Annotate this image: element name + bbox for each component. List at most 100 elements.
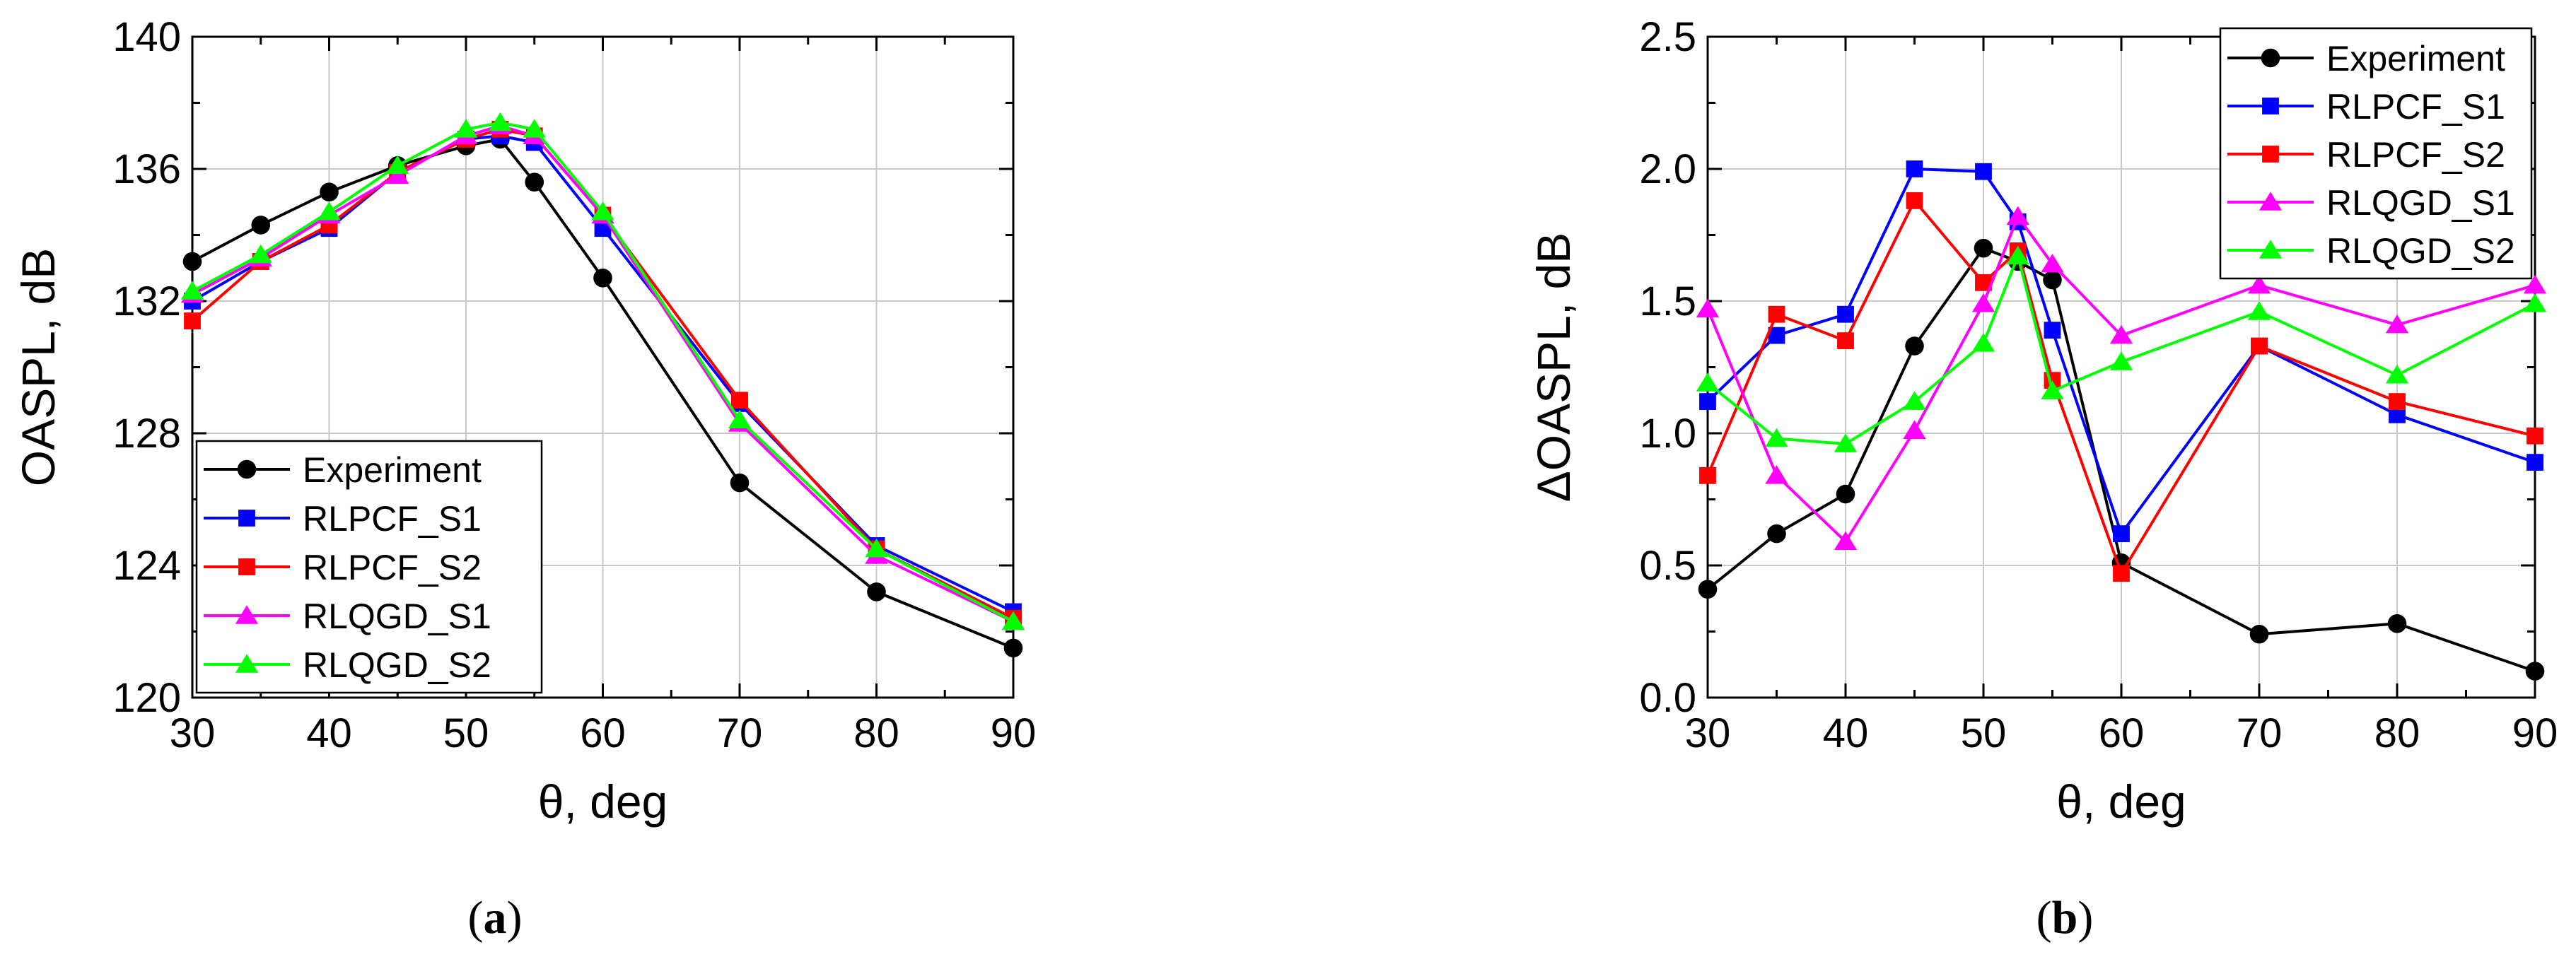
chart-a-legend-marker-experiment <box>237 459 257 479</box>
chart-b-y-tick-label: 2.5 <box>1639 14 1696 60</box>
chart-b-point-rlqgd-s1-5 <box>2006 206 2029 225</box>
chart-a-legend-marker-rlqgd-s2 <box>235 654 259 673</box>
chart-b-legend-marker-rlpcf-s2 <box>2262 146 2279 163</box>
chart-b-point-rlpcf-s2-7 <box>2113 565 2130 582</box>
chart-a-x-axis-label: θ, deg <box>538 775 668 828</box>
chart-a-point-rlpcf-s2-8 <box>731 392 748 409</box>
chart-b-point-rlqgd-s2-7 <box>2109 351 2133 370</box>
chart-b-series-rlqgd-s1 <box>1696 206 2547 551</box>
chart-b-point-rlqgd-s2-6 <box>2041 380 2064 399</box>
chart-b-point-rlqgd-s2-3 <box>1903 391 1926 410</box>
chart-a-point-rlqgd-s2-1 <box>249 244 272 264</box>
chart-b-point-rlqgd-s1-7 <box>2109 324 2133 344</box>
chart-a-point-rlqgd-s2-8 <box>728 409 752 429</box>
chart-b-point-experiment-10 <box>2525 662 2545 681</box>
chart-a-legend-marker-rlpcf-s2 <box>238 558 255 575</box>
chart-b-point-rlqgd-s2-5 <box>2006 245 2029 265</box>
chart-b-x-tick-label: 30 <box>1685 710 1731 756</box>
chart-b-x-tick-label: 50 <box>1961 710 2007 756</box>
chart-b-point-rlqgd-s1-0 <box>1696 298 1720 317</box>
chart-a-point-rlqgd-s2-3 <box>386 155 409 175</box>
chart-a-legend-marker-rlpcf-s1 <box>238 510 255 527</box>
chart-a-point-rlqgd-s1-3 <box>386 165 409 184</box>
chart-b-point-rlpcf-s1-2 <box>1837 305 1854 323</box>
chart-b-point-rlqgd-s1-9 <box>2385 314 2409 334</box>
chart-b-point-rlpcf-s2-10 <box>2527 427 2543 445</box>
chart-b-point-rlpcf-s1-9 <box>2389 406 2406 423</box>
chart-b-point-rlqgd-s1-1 <box>1765 465 1788 484</box>
chart-b-point-rlpcf-s2-0 <box>1699 466 1716 484</box>
chart-b-legend-label-rlpcf-s2: RLPCF_S2 <box>2326 135 2505 175</box>
panel-a-caption: (a) <box>468 892 523 944</box>
chart-b-point-experiment-6 <box>2043 270 2062 290</box>
chart-b-legend-marker-rlqgd-s2 <box>2259 240 2283 259</box>
chart-a-point-experiment-0 <box>182 252 202 271</box>
chart-b-point-rlqgd-s1-10 <box>2523 274 2547 294</box>
chart-b-x-tick-label: 40 <box>1823 710 1869 756</box>
chart-a-legend-marker-rlqgd-s1 <box>235 605 259 624</box>
chart-b-legend-marker-rlpcf-s1 <box>2262 98 2279 115</box>
chart-a-point-rlqgd-s2-0 <box>180 281 204 300</box>
chart-b-y-tick-label: 2.0 <box>1639 146 1696 192</box>
chart-b-legend-label-rlqgd-s1: RLQGD_S1 <box>2326 183 2515 223</box>
chart-b-y-axis-label: ΔOASPL, dB <box>1527 233 1580 503</box>
chart-b-point-experiment-2 <box>1836 484 1855 504</box>
chart-a-legend-label-rlpcf-s1: RLPCF_S1 <box>303 499 482 539</box>
chart-a-legend: Experiment RLPCF_S1 RLPCF_S2 RLQGD_S1 RLQGD_… <box>195 440 543 694</box>
panel-a-oaspl-chart: 30 40 50 60 70 80 90 120 124 128 132 136 140 θ, deg OA… <box>12 14 1036 828</box>
chart-b-point-rlqgd-s2-0 <box>1696 372 1720 392</box>
chart-b-legend-label-rlqgd-s2: RLQGD_S2 <box>2326 231 2515 271</box>
chart-b-point-rlpcf-s1-0 <box>1699 393 1716 411</box>
chart-b-point-experiment-0 <box>1698 580 1718 599</box>
chart-b-point-rlqgd-s2-8 <box>2247 301 2271 320</box>
chart-a-y-tick-label: 124 <box>112 543 181 589</box>
chart-a-y-tick-label: 132 <box>112 278 181 324</box>
chart-a-point-rlqgd-s2-7 <box>591 201 614 221</box>
chart-b-y-tick-label: 0.0 <box>1639 675 1696 721</box>
chart-a-y-tick-label: 140 <box>112 14 181 60</box>
chart-b-series-rlqgd-s2 <box>1696 245 2547 452</box>
chart-b-point-rlpcf-s1-6 <box>2044 322 2061 339</box>
chart-b-point-rlpcf-s1-1 <box>1768 327 1785 344</box>
chart-a-y-axis-label: OASPL, dB <box>12 248 64 487</box>
chart-a-point-rlqgd-s2-9 <box>865 538 888 558</box>
chart-b-point-rlpcf-s1-3 <box>1906 160 1923 177</box>
chart-b-point-rlqgd-s2-2 <box>1834 433 1858 452</box>
chart-b-point-rlpcf-s2-3 <box>1906 192 1923 209</box>
chart-a-point-rlpcf-s1-7 <box>594 220 612 237</box>
chart-b-point-rlqgd-s2-1 <box>1765 428 1788 447</box>
chart-a-point-experiment-2 <box>320 182 339 202</box>
chart-a-series-rlqgd-s2 <box>180 112 1025 630</box>
chart-a-point-rlqgd-s2-4 <box>454 119 478 138</box>
chart-b-point-rlqgd-s2-9 <box>2385 365 2409 384</box>
chart-b-point-rlqgd-s1-6 <box>2041 253 2064 273</box>
chart-b-y-tick-label: 1.5 <box>1639 278 1696 324</box>
chart-b-point-experiment-3 <box>1905 336 1924 356</box>
chart-a-legend-label-rlpcf-s2: RLPCF_S2 <box>303 548 482 587</box>
chart-a-point-rlqgd-s2-10 <box>1001 611 1025 630</box>
chart-a-x-tick-label: 50 <box>443 710 489 756</box>
chart-b-grid <box>1708 37 2535 698</box>
chart-b-y-tick-label: 0.5 <box>1639 543 1696 589</box>
chart-b-point-rlpcf-s2-8 <box>2251 337 2268 355</box>
chart-b-point-rlpcf-s1-7 <box>2113 525 2130 543</box>
chart-b-legend-marker-experiment <box>2261 48 2280 68</box>
chart-a-x-tick-label: 80 <box>853 710 899 756</box>
chart-a-x-tick-label: 70 <box>717 710 763 756</box>
chart-b-point-rlqgd-s1-2 <box>1834 531 1858 551</box>
chart-a-point-experiment-8 <box>730 473 750 493</box>
chart-b-point-rlpcf-s1-4 <box>1975 163 1992 180</box>
chart-a-x-tick-label: 40 <box>306 710 352 756</box>
chart-a-y-tick-label: 120 <box>112 675 181 721</box>
chart-a-y-tick-label: 136 <box>112 146 181 192</box>
chart-b-legend-label-rlpcf-s1: RLPCF_S1 <box>2326 87 2505 127</box>
chart-b-point-rlpcf-s2-1 <box>1768 305 1785 323</box>
chart-b-legend: Experiment RLPCF_S1 RLPCF_S2 RLQGD_S1 RLQGD_… <box>2219 27 2533 280</box>
chart-a-point-experiment-7 <box>593 268 612 288</box>
chart-b-point-rlpcf-s2-9 <box>2389 393 2406 411</box>
chart-b-point-rlpcf-s1-10 <box>2527 454 2543 471</box>
chart-b-x-tick-label: 80 <box>2374 710 2420 756</box>
chart-b-point-rlpcf-s2-2 <box>1837 332 1854 349</box>
chart-a-point-experiment-10 <box>1003 638 1023 658</box>
